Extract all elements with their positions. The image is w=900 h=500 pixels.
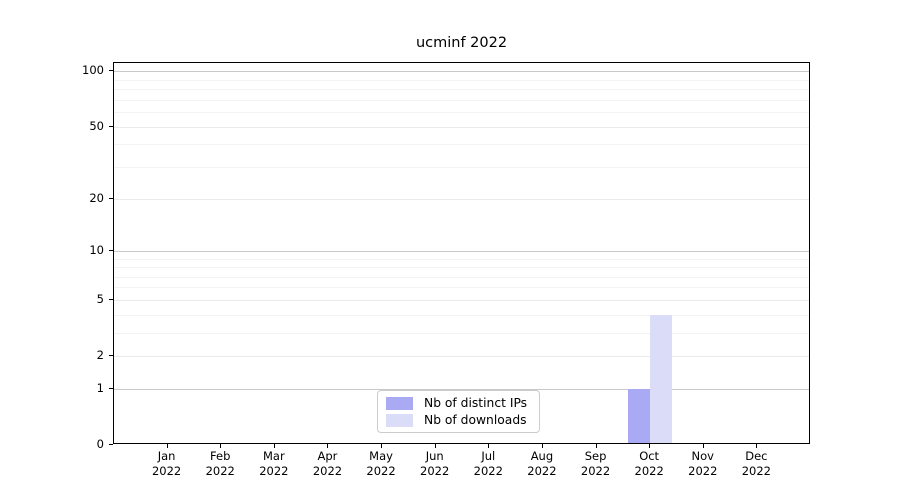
minor-gridline [114, 267, 809, 269]
minor-gridline [114, 99, 809, 101]
legend-label-downloads: Nb of downloads [424, 413, 527, 427]
x-tick-mark [434, 444, 436, 448]
x-tick-mark [595, 444, 597, 448]
x-tick-mark [381, 444, 383, 448]
x-tick-label: Aug 2022 [527, 449, 557, 478]
minor-gridline [114, 258, 809, 260]
x-tick-label: Oct 2022 [634, 449, 664, 478]
chart-legend: Nb of distinct IPs Nb of downloads [377, 390, 541, 433]
y-tick-mark [109, 249, 113, 251]
y-tick-label: 10 [89, 242, 104, 257]
y-tick-mark [109, 355, 113, 357]
bar-oct-series0 [628, 388, 651, 443]
legend-swatch-downloads [386, 413, 413, 427]
y-tick-mark [109, 197, 113, 199]
y-tick-mark [109, 70, 113, 72]
minor-gridline [114, 332, 809, 334]
minor-gridline [114, 89, 809, 91]
gridline [114, 299, 809, 301]
x-tick-label: Apr 2022 [312, 449, 343, 478]
gridline [114, 198, 809, 200]
minor-gridline [114, 144, 809, 146]
y-tick-mark [109, 387, 113, 389]
minor-gridline [114, 314, 809, 316]
minor-gridline [114, 276, 809, 278]
gridline [114, 388, 809, 390]
gridline [114, 356, 809, 358]
x-tick-mark [220, 444, 222, 448]
y-tick-label: 50 [89, 118, 104, 133]
legend-item-downloads: Nb of downloads [386, 413, 527, 427]
x-tick-mark [327, 444, 329, 448]
y-tick-label: 1 [96, 380, 104, 395]
x-tick-label: Dec 2022 [741, 449, 772, 478]
x-tick-label: Jul 2022 [473, 449, 503, 478]
x-tick-mark [541, 444, 543, 448]
plot-area [113, 62, 810, 444]
y-tick-mark [109, 444, 113, 445]
minor-gridline [114, 287, 809, 289]
x-tick-mark [756, 444, 758, 448]
gridline [114, 250, 809, 252]
minor-gridline [114, 79, 809, 81]
x-tick-label: Nov 2022 [688, 449, 718, 478]
x-tick-label: Feb 2022 [205, 449, 235, 478]
y-tick-label: 0 [96, 437, 104, 451]
y-tick-label: 100 [82, 63, 104, 78]
legend-swatch-distinct-ips [386, 396, 413, 410]
gridline [114, 126, 809, 128]
x-tick-mark [649, 444, 651, 448]
gridline [114, 71, 809, 73]
y-tick-mark [109, 298, 113, 300]
x-tick-label: Jan 2022 [151, 449, 182, 478]
legend-item-distinct-ips: Nb of distinct IPs [386, 396, 527, 410]
x-tick-mark [488, 444, 490, 448]
y-tick-mark [109, 125, 113, 127]
x-tick-label: May 2022 [366, 449, 396, 478]
x-tick-label: Mar 2022 [259, 449, 289, 478]
minor-gridline [114, 166, 809, 168]
x-tick-mark [166, 444, 168, 448]
x-tick-mark [273, 444, 275, 448]
chart-title: ucminf 2022 [415, 35, 508, 51]
y-tick-label: 2 [96, 348, 104, 363]
legend-label-distinct-ips: Nb of distinct IPs [424, 396, 528, 410]
x-tick-label: Jun 2022 [420, 449, 450, 478]
bar-oct-series1 [650, 314, 672, 443]
minor-gridline [114, 112, 809, 114]
y-tick-label: 20 [89, 190, 104, 205]
x-tick-label: Sep 2022 [580, 449, 611, 478]
x-tick-mark [702, 444, 704, 448]
y-tick-label: 5 [96, 291, 104, 306]
